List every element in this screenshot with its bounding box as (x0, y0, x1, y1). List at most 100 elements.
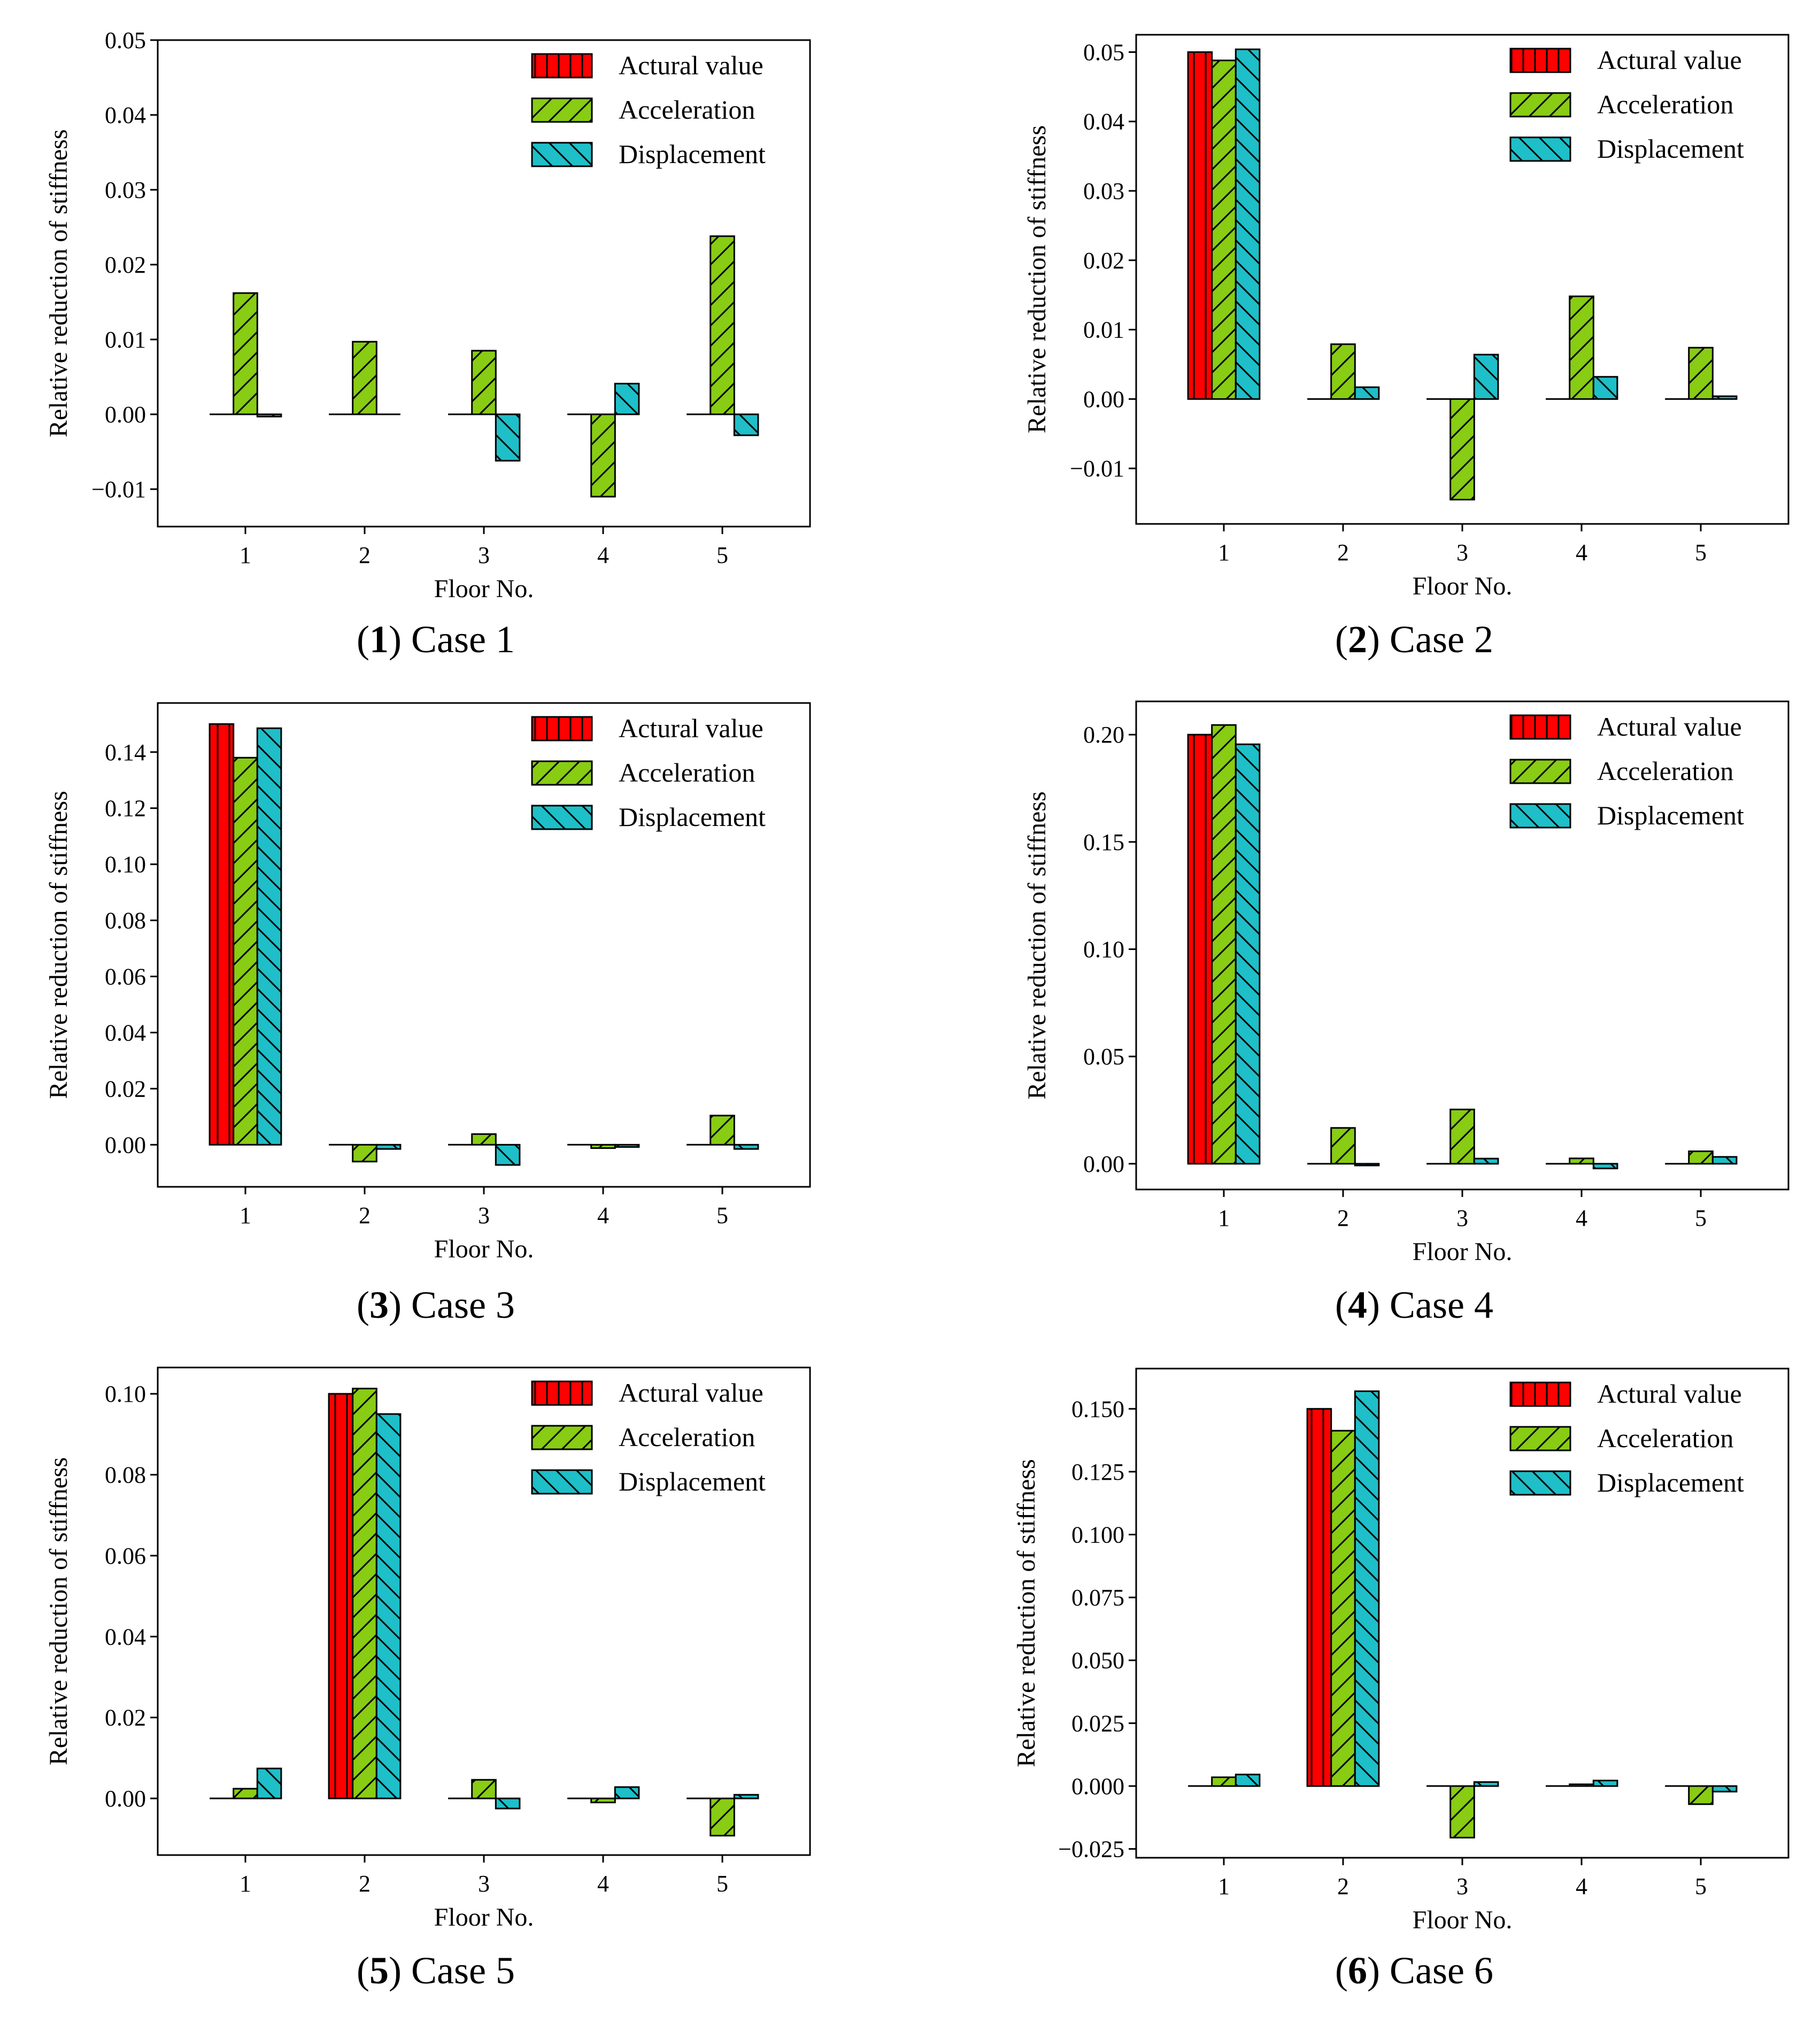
y-tick-label: −0.025 (1058, 1836, 1124, 1863)
bar-2-floor-5 (710, 1115, 735, 1146)
bar-3-floor-4 (614, 1786, 640, 1799)
bar-1-floor-2 (1306, 1408, 1332, 1787)
legend-swatch-3 (1509, 136, 1571, 162)
bar-3-floor-3 (1473, 353, 1499, 400)
chart-panel-4: 0.00 0.05 0.10 0.15 0.20 1 2 3 4 5 Floor No. Relati… (1023, 700, 1790, 1326)
bar-2-floor-1 (1211, 59, 1237, 400)
y-tick-label: 0.04 (105, 102, 146, 128)
x-tick-label: 2 (1337, 539, 1349, 566)
legend-label-2: Acceleration (619, 95, 755, 125)
bar-2-floor-1 (233, 756, 258, 1146)
x-axis-label: Floor No. (1413, 1906, 1513, 1934)
y-tick-label: 0.04 (105, 1019, 146, 1046)
x-tick-label: 5 (1695, 1873, 1707, 1899)
bar-3-floor-3 (495, 1144, 521, 1166)
y-tick-label: 0.03 (105, 177, 146, 203)
y-tick-label: 0.02 (105, 1705, 146, 1731)
x-axis-label: Floor No. (434, 575, 534, 603)
y-axis-label: Relative reduction of stiffness (1023, 125, 1051, 433)
x-tick-label: 5 (716, 542, 728, 568)
bar-2-floor-5 (1688, 346, 1714, 400)
x-tick-label: 1 (240, 1202, 251, 1229)
legend-label-2: Acceleration (1597, 1423, 1733, 1453)
legend-label-1: Actural value (1597, 1379, 1742, 1409)
caption-2: (2) Case 2 (1335, 618, 1493, 661)
bar-1-floor-1 (1187, 733, 1213, 1165)
x-tick-label: 2 (1337, 1873, 1349, 1899)
x-tick-label: 3 (1456, 539, 1468, 566)
x-tick-label: 5 (1695, 1205, 1707, 1231)
y-tick-label: −0.01 (91, 476, 146, 503)
x-tick-label: 2 (359, 1871, 371, 1897)
bar-2-floor-3 (1449, 1785, 1475, 1838)
y-tick-label: 0.00 (105, 1132, 146, 1158)
y-tick-label: 0.02 (105, 252, 146, 278)
legend-label-2: Acceleration (1597, 756, 1733, 786)
bar-3-floor-4 (1592, 1163, 1618, 1170)
legend-swatch-1 (531, 716, 593, 741)
x-tick-label: 5 (1695, 539, 1707, 566)
y-tick-label: 0.025 (1071, 1710, 1124, 1736)
bar-3-floor-3 (1473, 1157, 1499, 1165)
chart-panel-3: 0.00 0.02 0.04 0.06 0.08 0.10 0.12 0.14 1 2 3 4 5 Flo… (44, 702, 811, 1326)
legend-swatch-2 (531, 97, 593, 123)
legend-label-2: Acceleration (1597, 89, 1733, 119)
legend-swatch-2 (1509, 1426, 1571, 1451)
bar-3-floor-5 (733, 1144, 759, 1150)
x-tick-label: 2 (359, 542, 371, 568)
legend-swatch-1 (1509, 48, 1571, 73)
y-axis-label: Relative reduction of stiffness (44, 1457, 73, 1765)
legend-label-1: Actural value (619, 713, 764, 743)
y-axis-label: Relative reduction of stiffness (44, 791, 73, 1099)
x-tick-label: 3 (478, 542, 490, 568)
y-tick-label: 0.10 (1083, 937, 1124, 963)
bar-3-floor-1 (1235, 48, 1261, 400)
legend-label-1: Actural value (619, 1378, 764, 1408)
bar-2-floor-3 (1449, 398, 1475, 501)
caption-1: (1) Case 1 (357, 618, 515, 661)
y-tick-label: 0.050 (1071, 1648, 1124, 1674)
x-tick-label: 4 (597, 542, 609, 568)
legend-label-2: Acceleration (619, 758, 755, 787)
bar-3-floor-4 (614, 1144, 640, 1148)
x-tick-label: 4 (597, 1202, 609, 1229)
y-tick-label: 0.04 (1083, 109, 1124, 135)
bar-3-floor-2 (1354, 1163, 1380, 1166)
x-tick-label: 1 (1218, 1205, 1230, 1231)
y-tick-label: 0.06 (105, 964, 146, 990)
bar-2-floor-4 (590, 1797, 616, 1804)
bar-3-floor-3 (495, 1797, 521, 1810)
legend-label-3: Displacement (619, 139, 766, 169)
bar-2-floor-2 (352, 1144, 377, 1163)
y-axis-label: Relative reduction of stiffness (44, 129, 73, 437)
y-tick-label: 0.05 (105, 27, 146, 53)
bar-3-floor-4 (1592, 376, 1618, 400)
legend-swatch-3 (531, 142, 593, 167)
bar-2-floor-4 (1569, 295, 1594, 400)
legend-swatch-3 (531, 805, 593, 830)
y-tick-label: 0.125 (1071, 1459, 1124, 1485)
y-tick-label: 0.02 (105, 1076, 146, 1102)
legend-swatch-3 (1509, 1470, 1571, 1496)
bar-2-floor-5 (710, 1797, 735, 1837)
bar-2-floor-2 (352, 1387, 377, 1799)
bar-2-floor-4 (590, 413, 616, 498)
y-tick-label: 0.00 (1083, 1151, 1124, 1177)
bar-2-floor-3 (471, 1133, 497, 1146)
bar-2-floor-3 (471, 350, 497, 415)
bar-3-floor-2 (375, 1144, 402, 1150)
chart-panel-2: −0.01 0.00 0.01 0.02 0.03 0.04 0.05 1 2 3 4 5 Floor … (1023, 34, 1790, 661)
bar-1-floor-2 (328, 1393, 354, 1799)
x-tick-label: 5 (716, 1871, 728, 1897)
legend-swatch-3 (1509, 803, 1571, 829)
y-tick-label: 0.10 (105, 1381, 146, 1407)
y-tick-label: 0.10 (105, 852, 146, 878)
y-tick-label: 0.000 (1071, 1773, 1124, 1799)
x-tick-label: 4 (1576, 1205, 1587, 1231)
bar-3-floor-1 (256, 413, 282, 418)
y-tick-label: 0.100 (1071, 1521, 1124, 1548)
bar-2-floor-2 (1330, 1430, 1356, 1787)
chart-panel-1: −0.01 0.00 0.01 0.02 0.03 0.04 0.05 1 2 3 4 5 Floor … (44, 27, 811, 661)
legend-swatch-2 (531, 760, 593, 786)
x-tick-label: 1 (240, 1871, 251, 1897)
